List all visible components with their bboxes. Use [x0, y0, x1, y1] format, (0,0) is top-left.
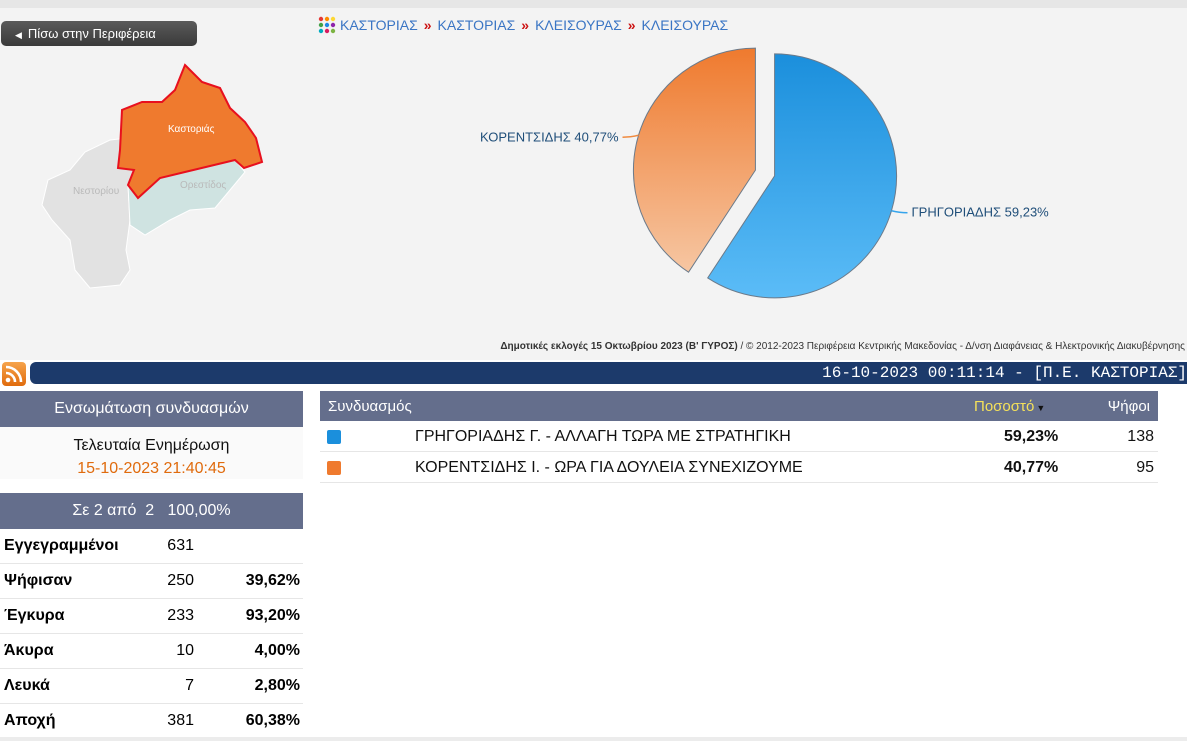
rss-icon[interactable]: [2, 362, 26, 386]
stat-percent: 2,80%: [194, 668, 303, 704]
party-name: ΓΡΗΓΟΡΙΑΔΗΣ Γ. - ΑΛΛΑΓΗ ΤΩΡΑ ΜΕ ΣΤΡΑΤΗΓΙ…: [415, 428, 791, 445]
map-region-kastorias[interactable]: [116, 63, 264, 200]
last-update-value: 15-10-2023 21:40:45: [77, 460, 226, 477]
region-map: Καστοριάς Νεστορίου Ορεστίδος: [41, 63, 264, 289]
breadcrumb-separator: »: [521, 17, 530, 33]
news-ticker: 16-10-2023 00:11:14 - [Π.Ε. ΚΑΣΤΟΡΙΑΣ]: [30, 362, 1187, 384]
party-votes: 95: [1136, 459, 1154, 476]
left-arrow-icon: ◀: [15, 30, 22, 40]
table-row[interactable]: ΚΟΡΕΝΤΣΙΔΗΣ Ι. - ΩΡΑ ΓΙΑ ΔΟΥΛΕΙΑ ΣΥΝΕΧΙΖ…: [320, 452, 1158, 483]
last-update-box: Τελευταία Ενημέρωση 15-10-2023 21:40:45: [0, 427, 303, 479]
progress-bar: Σε 2 από 2 100,00%: [0, 493, 303, 529]
top-border: [0, 0, 1187, 8]
stat-percent: 93,20%: [194, 598, 303, 634]
breadcrumb-item[interactable]: ΚΛΕΙΣΟΥΡΑΣ: [641, 17, 729, 33]
party-percent: 40,77%: [1004, 459, 1059, 476]
copyright-text: / © 2012-2023 Περιφέρεια Κεντρικής Μακεδ…: [737, 341, 1185, 352]
stat-label: Άκυρα: [0, 633, 154, 669]
stat-percent: 39,62%: [194, 563, 303, 599]
breadcrumb-item[interactable]: ΚΑΣΤΟΡΙΑΣ: [437, 17, 516, 33]
stat-count: 10: [154, 633, 194, 669]
column-header-votes[interactable]: Ψήφοι: [1107, 398, 1150, 415]
breadcrumb: ΚΑΣΤΟΡΙΑΣ » ΚΑΣΤΟΡΙΑΣ » ΚΛΕΙΣΟΥΡΑΣ » ΚΛΕ…: [318, 16, 728, 34]
party-votes: 138: [1127, 428, 1154, 445]
pie-slice-label: ΓΡΗΓΟΡΙΑΔΗΣ 59,23%: [911, 205, 1049, 220]
stat-label: Ψήφισαν: [0, 563, 154, 599]
back-button-label: Πίσω στην Περιφέρεια: [27, 26, 156, 41]
stats-row: Αποχή 381 60,38%: [0, 703, 303, 739]
last-update-label: Τελευταία Ενημέρωση: [73, 437, 230, 454]
pie-slice-label: ΚΟΡΕΝΤΣΙΔΗΣ 40,77%: [480, 129, 619, 144]
party-percent: 59,23%: [1004, 428, 1059, 445]
stats-row: Ψήφισαν 250 39,62%: [0, 563, 303, 599]
breadcrumb-separator: »: [423, 17, 432, 33]
stat-count: 7: [154, 668, 194, 704]
stat-percent: [194, 529, 303, 564]
results-pie-chart: ΓΡΗΓΟΡΙΑΔΗΣ 59,23% ΚΟΡΕΝΤΣΙΔΗΣ 40,77%: [480, 47, 1049, 299]
election-title: Δημοτικές εκλογές 15 Οκτωβρίου 2023 (Β' …: [500, 341, 738, 352]
stat-count: 631: [154, 529, 194, 564]
sort-caret-icon: ▼: [1036, 403, 1046, 413]
dots-logo-icon: [318, 16, 336, 34]
stats-row: Άκυρα 10 4,00%: [0, 633, 303, 669]
column-header-percent[interactable]: Ποσοστό ▼: [974, 398, 1045, 415]
ticker-text: 16-10-2023 00:11:14 - [Π.Ε. ΚΑΣΤΟΡΙΑΣ]: [822, 364, 1187, 382]
stat-count: 250: [154, 563, 194, 599]
stats-row: Λευκά 7 2,80%: [0, 668, 303, 704]
stat-label: Λευκά: [0, 668, 154, 704]
party-name: ΚΟΡΕΝΤΣΙΔΗΣ Ι. - ΩΡΑ ΓΙΑ ΔΟΥΛΕΙΑ ΣΥΝΕΧΙΖ…: [415, 459, 803, 476]
stat-percent: 4,00%: [194, 633, 303, 669]
party-color-swatch: [327, 461, 341, 475]
breadcrumb-separator: »: [627, 17, 636, 33]
map-label-orestidos: Ορεστίδος: [180, 179, 226, 191]
stat-count: 381: [154, 703, 194, 739]
party-color-swatch: [327, 430, 341, 444]
results-header: Συνδυασμός Ποσοστό ▼ Ψήφοι: [320, 391, 1158, 421]
back-to-region-button[interactable]: ◀ Πίσω στην Περιφέρεια: [1, 21, 197, 46]
stat-label: Έγκυρα: [0, 598, 154, 634]
breadcrumb-item[interactable]: ΚΛΕΙΣΟΥΡΑΣ: [535, 17, 622, 33]
column-header-party[interactable]: Συνδυασμός: [328, 398, 412, 415]
stat-count: 233: [154, 598, 194, 634]
pie-label-connector: [622, 134, 639, 139]
bottom-border: [0, 737, 1187, 741]
results-table: Συνδυασμός Ποσοστό ▼ Ψήφοι ΓΡΗΓΟΡΙΑΔΗΣ Γ.…: [320, 391, 1158, 483]
stat-label: Αποχή: [0, 703, 154, 739]
stats-table: Εγγεγραμμένοι 631 Ψήφισαν 250 39,62% Έγκυρα…: [0, 529, 303, 739]
stats-row: Εγγεγραμμένοι 631: [0, 529, 303, 564]
stat-label: Εγγεγραμμένοι: [0, 529, 154, 564]
pie-slice[interactable]: [707, 53, 898, 299]
breadcrumb-item[interactable]: ΚΑΣΤΟΡΙΑΣ: [340, 17, 418, 33]
panel-title: Ενσωμάτωση συνδυασμών: [0, 391, 303, 427]
table-row[interactable]: ΓΡΗΓΟΡΙΑΔΗΣ Γ. - ΑΛΛΑΓΗ ΤΩΡΑ ΜΕ ΣΤΡΑΤΗΓΙ…: [320, 421, 1158, 452]
footer-credit: Δημοτικές εκλογές 15 Οκτωβρίου 2023 (Β' …: [500, 341, 1185, 352]
pie-label-connector: [891, 210, 908, 214]
map-label-kastorias: Καστοριάς: [168, 123, 215, 135]
progress-text: Σε 2 από 2 100,00%: [72, 502, 231, 519]
map-label-nestoriou: Νεστορίου: [73, 185, 119, 197]
stat-percent: 60,38%: [194, 703, 303, 739]
percent-header-label: Ποσοστό: [974, 398, 1035, 415]
stats-row: Έγκυρα 233 93,20%: [0, 598, 303, 634]
incorporation-panel: Ενσωμάτωση συνδυασμών Τελευταία Ενημέρωσ…: [0, 391, 303, 739]
pie-slice[interactable]: [632, 47, 756, 273]
